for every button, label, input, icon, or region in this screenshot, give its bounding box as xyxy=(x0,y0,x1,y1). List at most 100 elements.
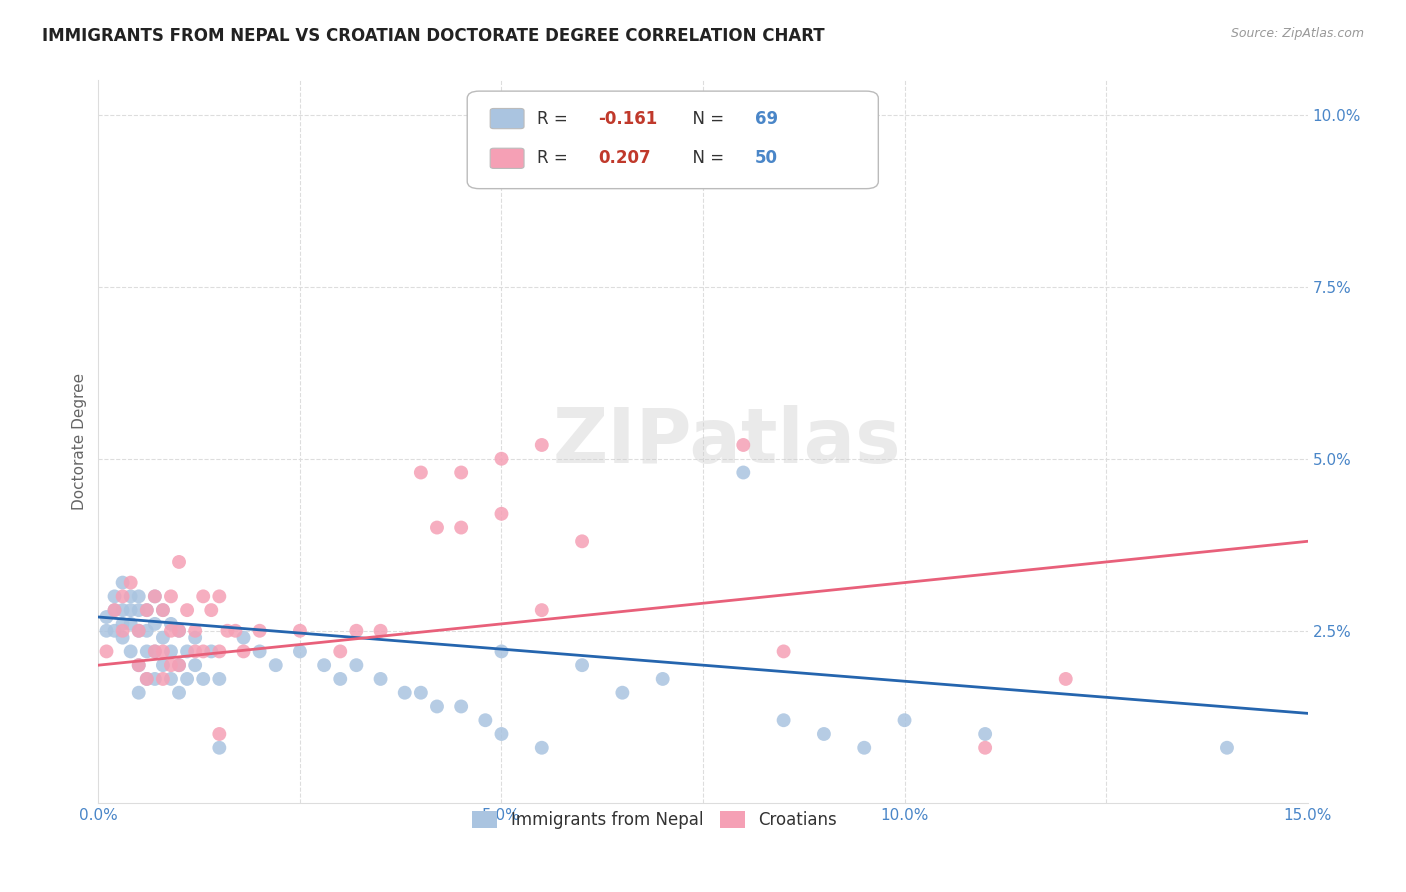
Text: -0.161: -0.161 xyxy=(598,110,657,128)
Point xyxy=(96,644,118,658)
Point xyxy=(143,616,166,631)
Point xyxy=(208,644,231,658)
Point xyxy=(530,740,553,755)
Point xyxy=(184,644,207,658)
Point xyxy=(200,603,222,617)
Point xyxy=(167,624,190,638)
Point xyxy=(103,603,125,617)
Point xyxy=(772,644,794,658)
Point xyxy=(813,727,835,741)
Point xyxy=(103,624,125,638)
Point xyxy=(135,644,157,658)
Point xyxy=(143,644,166,658)
Text: 0.207: 0.207 xyxy=(598,149,651,168)
Point xyxy=(450,699,472,714)
Point xyxy=(232,631,254,645)
Point xyxy=(120,644,142,658)
Point xyxy=(103,603,125,617)
Point xyxy=(491,451,513,466)
Point xyxy=(167,658,190,673)
Point xyxy=(176,672,198,686)
Point xyxy=(193,644,215,658)
Point xyxy=(152,603,174,617)
Point xyxy=(370,672,392,686)
Point xyxy=(208,740,231,755)
Point xyxy=(128,624,150,638)
Point xyxy=(249,624,271,638)
Point xyxy=(974,740,997,755)
Point xyxy=(329,644,352,658)
Point xyxy=(426,520,449,534)
Point xyxy=(217,624,239,638)
Point xyxy=(176,603,198,617)
FancyBboxPatch shape xyxy=(467,91,879,189)
Point xyxy=(135,624,157,638)
Point xyxy=(160,616,183,631)
Text: N =: N = xyxy=(682,110,730,128)
Point xyxy=(152,644,174,658)
Point xyxy=(152,658,174,673)
Legend: Immigrants from Nepal, Croatians: Immigrants from Nepal, Croatians xyxy=(464,803,845,838)
Point xyxy=(128,624,150,638)
Point xyxy=(974,727,997,741)
Point xyxy=(184,631,207,645)
Point xyxy=(193,590,215,604)
Point xyxy=(491,507,513,521)
Point xyxy=(120,590,142,604)
Point xyxy=(651,672,673,686)
Text: N =: N = xyxy=(682,149,730,168)
Point xyxy=(111,616,134,631)
Point xyxy=(344,658,367,673)
Text: ZIPatlas: ZIPatlas xyxy=(553,405,901,478)
Point xyxy=(474,713,496,727)
Point xyxy=(571,534,593,549)
Point xyxy=(612,686,634,700)
Point xyxy=(1216,740,1239,755)
Point xyxy=(128,658,150,673)
Point xyxy=(344,624,367,638)
FancyBboxPatch shape xyxy=(491,109,524,128)
Point xyxy=(176,644,198,658)
Point xyxy=(208,672,231,686)
Point xyxy=(120,575,142,590)
Point xyxy=(208,590,231,604)
Point xyxy=(232,644,254,658)
Point xyxy=(249,644,271,658)
Point xyxy=(111,631,134,645)
Point xyxy=(450,466,472,480)
Point xyxy=(167,686,190,700)
Point xyxy=(135,672,157,686)
Point xyxy=(530,438,553,452)
Point xyxy=(450,520,472,534)
Point xyxy=(491,644,513,658)
Point xyxy=(152,672,174,686)
Point xyxy=(571,658,593,673)
Point xyxy=(103,590,125,604)
Point xyxy=(167,624,190,638)
Point xyxy=(160,658,183,673)
Point xyxy=(135,603,157,617)
Point xyxy=(160,644,183,658)
Point xyxy=(853,740,876,755)
Point xyxy=(370,624,392,638)
Point xyxy=(152,631,174,645)
Point xyxy=(200,644,222,658)
Point xyxy=(111,590,134,604)
Point xyxy=(224,624,246,638)
Point xyxy=(733,466,755,480)
Point xyxy=(193,672,215,686)
Point xyxy=(96,610,118,624)
Point xyxy=(409,686,432,700)
Point xyxy=(152,603,174,617)
Point xyxy=(772,713,794,727)
Text: R =: R = xyxy=(537,149,574,168)
Point xyxy=(288,624,311,638)
Point xyxy=(111,624,134,638)
Point xyxy=(143,644,166,658)
Point xyxy=(143,590,166,604)
Point xyxy=(184,624,207,638)
Y-axis label: Doctorate Degree: Doctorate Degree xyxy=(72,373,87,510)
Point xyxy=(120,616,142,631)
Point xyxy=(264,658,287,673)
Point xyxy=(135,603,157,617)
